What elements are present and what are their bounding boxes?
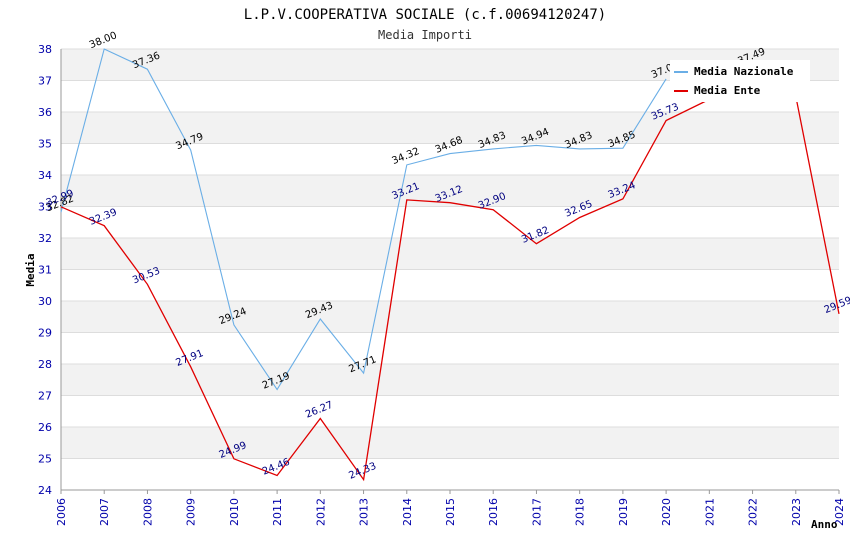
x-axis-label: Anno — [811, 518, 838, 531]
x-tick-label: 2019 — [617, 498, 630, 526]
x-tick-label: 2007 — [98, 498, 111, 526]
y-tick-label: 32 — [38, 232, 52, 245]
chart-subtitle: Media Importi — [378, 28, 472, 42]
chart-title: L.P.V.COOPERATIVA SOCIALE (c.f.006941202… — [244, 7, 606, 23]
x-tick-label: 2008 — [141, 498, 154, 526]
series-line-nazionale — [60, 48, 667, 391]
grid-band — [61, 175, 839, 207]
grid-band — [61, 427, 839, 459]
x-tick-label: 2020 — [660, 498, 673, 526]
y-tick-label: 30 — [38, 295, 52, 308]
x-tick-label: 2014 — [401, 498, 414, 526]
x-tick-label: 2021 — [703, 498, 716, 526]
y-tick-label: 29 — [38, 327, 52, 340]
data-label-nazionale: 38.00 — [88, 30, 119, 51]
grid-band — [61, 112, 839, 144]
y-tick-label: 36 — [38, 106, 52, 119]
data-label-ente: 26.27 — [304, 400, 335, 421]
x-tick-label: 2013 — [358, 498, 371, 526]
y-tick-label: 35 — [38, 138, 52, 151]
y-tick-labels: 24 25 26 27 28 29 30 31 32 33 34 35 36 37 38 — [38, 43, 52, 497]
legend-label-ente: Media Ente — [694, 84, 761, 97]
grid-bands — [61, 49, 839, 459]
legend-label-nazionale: Media Nazionale — [694, 65, 794, 78]
y-tick-label: 31 — [38, 264, 52, 277]
x-tick-label: 2009 — [185, 498, 198, 526]
x-tick-label: 2011 — [271, 498, 284, 526]
legend-background — [670, 60, 810, 102]
x-tick-label: 2016 — [487, 498, 500, 526]
x-tick-label: 2015 — [444, 498, 457, 526]
x-tick-label: 2024 — [833, 498, 846, 526]
x-tick-label: 2006 — [55, 498, 68, 526]
y-tick-label: 27 — [38, 390, 52, 403]
y-tick-label: 25 — [38, 453, 52, 466]
y-tick-label: 28 — [38, 358, 52, 371]
y-tick-label: 38 — [38, 43, 52, 56]
y-tick-label: 26 — [38, 421, 52, 434]
x-tick-labels: 2006 2007 2008 2009 2010 2011 2012 2013 2014 2015… — [55, 490, 846, 526]
y-tick-label: 37 — [38, 75, 52, 88]
x-tick-label: 2022 — [747, 498, 760, 526]
y-tick-label: 34 — [38, 169, 52, 182]
x-tick-label: 2017 — [530, 498, 543, 526]
y-tick-label: 24 — [38, 484, 52, 497]
legend: Media Nazionale Media Ente — [670, 60, 810, 102]
x-tick-label: 2023 — [790, 498, 803, 526]
y-tick-label: 33 — [38, 201, 52, 214]
grid-band — [61, 301, 839, 333]
grid-band — [61, 364, 839, 396]
x-tick-label: 2010 — [228, 498, 241, 526]
x-tick-label: 2012 — [314, 498, 327, 526]
y-axis-label: Media — [24, 253, 37, 286]
grid-band — [61, 238, 839, 270]
data-label-nazionale: 34.32 — [391, 146, 422, 167]
x-tick-label: 2018 — [574, 498, 587, 526]
